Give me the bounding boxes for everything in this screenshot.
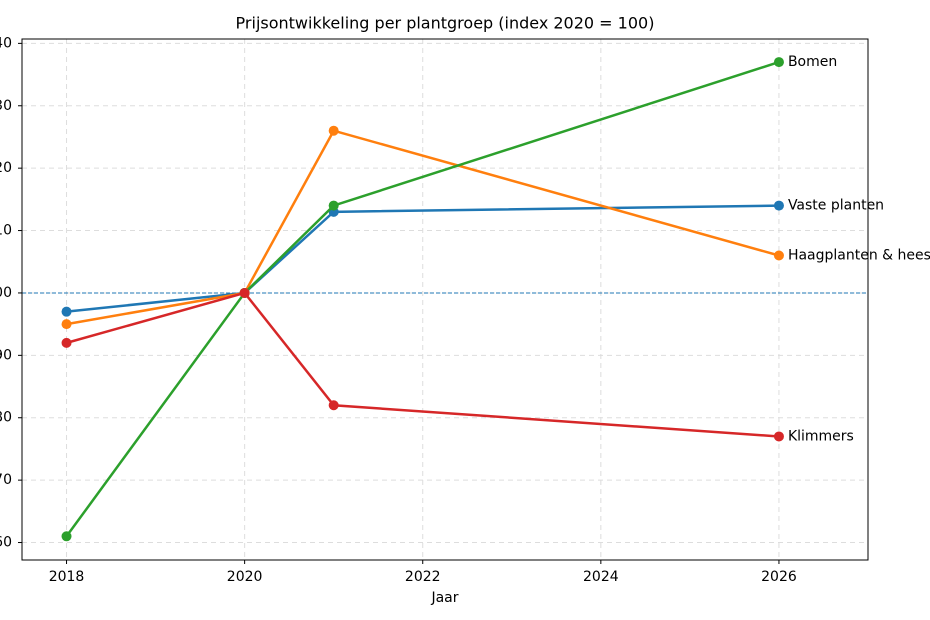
point — [61, 337, 72, 348]
point — [239, 287, 250, 298]
series-line — [66, 204, 779, 313]
point — [61, 531, 72, 542]
series-line — [66, 129, 780, 326]
point — [328, 125, 339, 136]
series-line — [65, 60, 780, 538]
plot-frame — [21, 38, 869, 561]
x-tick-label: 2026 — [761, 569, 797, 585]
x-tick-label: 2022 — [405, 569, 441, 585]
point — [328, 400, 339, 411]
y-tick-label: 110 — [0, 223, 12, 239]
series-label: Vaste planten — [788, 198, 884, 214]
point — [773, 200, 784, 211]
y-tick-label: 60 — [0, 535, 12, 551]
y-tick-label: 130 — [0, 98, 12, 114]
y-tick-label: 120 — [0, 160, 12, 176]
x-tick-label: 2018 — [49, 569, 85, 585]
point — [61, 306, 72, 317]
point — [61, 319, 72, 330]
series-line — [66, 291, 780, 438]
x-tick-label: 2020 — [227, 569, 263, 585]
y-tick-label: 140 — [0, 35, 12, 51]
point — [328, 200, 339, 211]
series-label: Bomen — [788, 54, 837, 70]
point — [773, 431, 784, 442]
y-tick-label: 90 — [0, 347, 12, 363]
series-label: Haagplanten & heesters — [788, 248, 930, 264]
x-tick-label: 2024 — [583, 569, 619, 585]
y-tick-label: 100 — [0, 285, 12, 301]
y-tick-label: 80 — [0, 410, 12, 426]
chart-title: Prijsontwikkeling per plantgroep (index … — [236, 14, 655, 33]
x-axis-label: Jaar — [430, 590, 458, 606]
point — [773, 57, 784, 68]
series-label: Klimmers — [788, 428, 854, 444]
y-tick-label: 70 — [0, 472, 12, 488]
point — [773, 250, 784, 261]
